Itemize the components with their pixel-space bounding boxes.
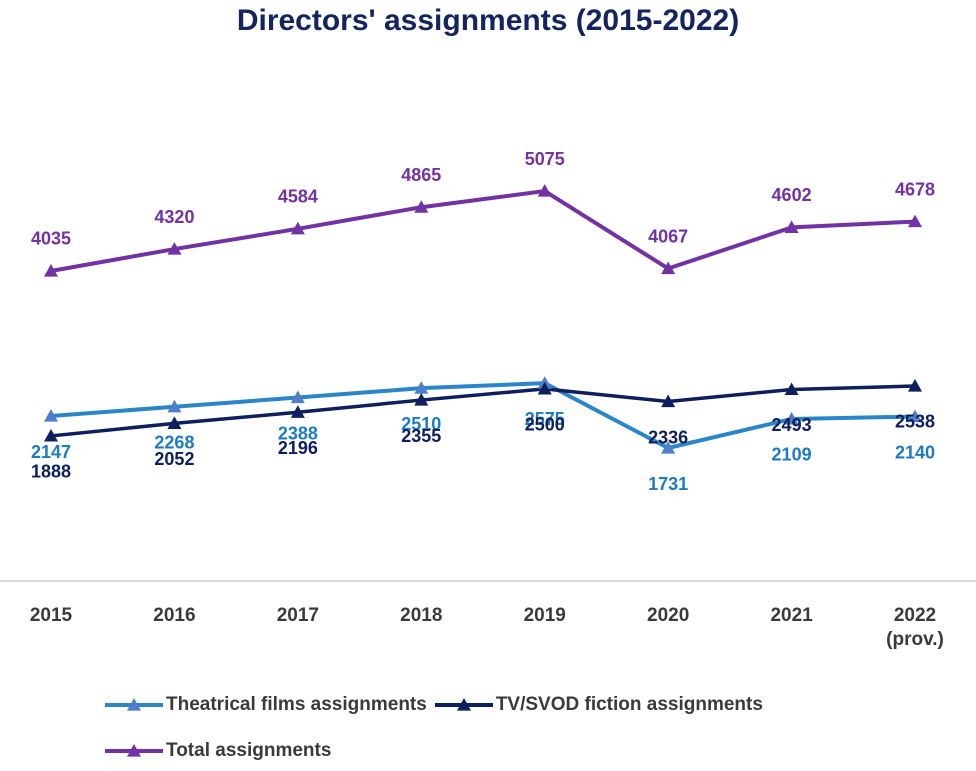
- data-label: 2052: [154, 449, 194, 469]
- series-line: [50, 189, 916, 273]
- point-marker: [784, 220, 799, 234]
- point-marker: [414, 393, 429, 406]
- x-tick-label: 2015: [29, 605, 73, 626]
- point-marker: [290, 405, 305, 418]
- data-label: 4320: [154, 207, 194, 227]
- point-marker: [167, 242, 182, 255]
- data-label: 1731: [648, 474, 688, 494]
- data-label: 2147: [31, 442, 71, 462]
- data-label: 2196: [278, 438, 318, 458]
- point-marker: [784, 382, 799, 396]
- data-label: 2510: [401, 414, 441, 434]
- point-marker: [661, 261, 676, 275]
- point-marker: [414, 200, 429, 213]
- point-marker: [167, 399, 182, 413]
- legend-marker: [456, 698, 471, 711]
- legend-label: Theatrical films assignments: [166, 694, 427, 715]
- x-tick-label: 2019: [523, 605, 566, 626]
- legend-swatch: [434, 698, 493, 711]
- legend-marker: [127, 744, 141, 757]
- data-label: 4865: [401, 165, 441, 185]
- point-marker: [414, 381, 429, 394]
- x-tick-label: 2021: [770, 605, 813, 626]
- data-label: 2500: [525, 415, 565, 435]
- x-tick-label: 2016: [153, 605, 196, 626]
- data-label: 2388: [278, 423, 318, 443]
- data-label: 2140: [895, 442, 935, 462]
- point-marker: [290, 390, 305, 404]
- data-label: 2355: [401, 426, 441, 446]
- point-marker: [537, 381, 552, 395]
- data-label: 4678: [895, 179, 935, 199]
- data-label: 2575: [525, 409, 565, 429]
- series-line: [50, 381, 916, 451]
- point-marker: [661, 394, 676, 408]
- data-label: 4584: [278, 187, 318, 207]
- legend-item: TV/SVOD fiction assignments: [434, 692, 763, 718]
- data-label: 4035: [31, 229, 71, 249]
- data-label: 4602: [772, 185, 812, 205]
- point-marker: [44, 409, 58, 422]
- chart-title: Directors' assignments (2015-2022): [236, 4, 740, 37]
- data-label: 2493: [772, 415, 812, 435]
- data-label: 4067: [648, 226, 688, 246]
- point-marker: [44, 263, 58, 277]
- legend-item: Total assignments: [105, 738, 331, 764]
- data-label: 2268: [154, 432, 194, 452]
- chart: 2147 2268 2388 2510 2575 1731 2109 2140 1888 2052…: [0, 149, 976, 582]
- legend-swatch: [105, 744, 163, 757]
- data-label: 1888: [31, 462, 71, 482]
- data-label: 5075: [525, 149, 565, 169]
- point-marker: [908, 378, 923, 392]
- legend-label: Total assignments: [166, 740, 332, 761]
- legend-marker: [127, 698, 141, 711]
- series-line: [50, 384, 916, 438]
- data-label: 2109: [772, 445, 812, 465]
- legend-swatch: [105, 698, 163, 711]
- data-label: 2538: [895, 412, 935, 432]
- x-tick-label: 2020: [647, 605, 690, 626]
- point-marker: [908, 409, 923, 423]
- legend: Theatrical films assignments TV/SVOD fict…: [105, 692, 895, 764]
- point-marker: [784, 411, 799, 425]
- data-label: 2336: [648, 427, 688, 447]
- point-marker: [167, 416, 182, 429]
- point-marker: [290, 221, 305, 235]
- x-tick-label: 2017: [276, 605, 319, 626]
- point-marker: [661, 441, 676, 454]
- point-marker: [44, 428, 58, 442]
- legend-item: Theatrical films assignments: [105, 692, 427, 718]
- point-marker: [537, 184, 552, 197]
- legend-label: TV/SVOD fiction assignments: [495, 694, 763, 715]
- x-tick-label: 2018: [400, 605, 443, 626]
- point-marker: [908, 214, 923, 228]
- x-tick-label: 2022 (prov.): [886, 605, 944, 650]
